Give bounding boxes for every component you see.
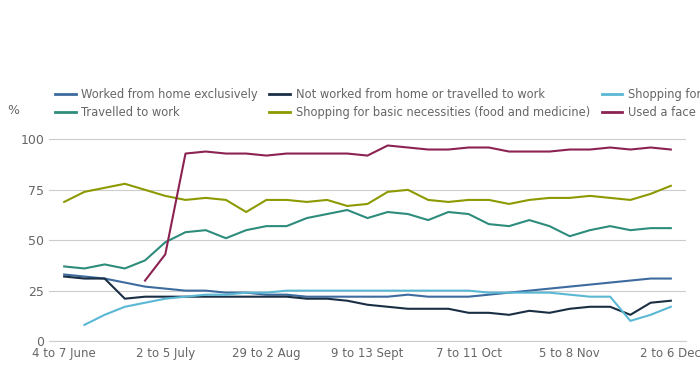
Legend: Worked from home exclusively, Travelled to work, Not worked from home or travell: Worked from home exclusively, Travelled … xyxy=(55,87,700,119)
Text: %: % xyxy=(8,103,20,117)
